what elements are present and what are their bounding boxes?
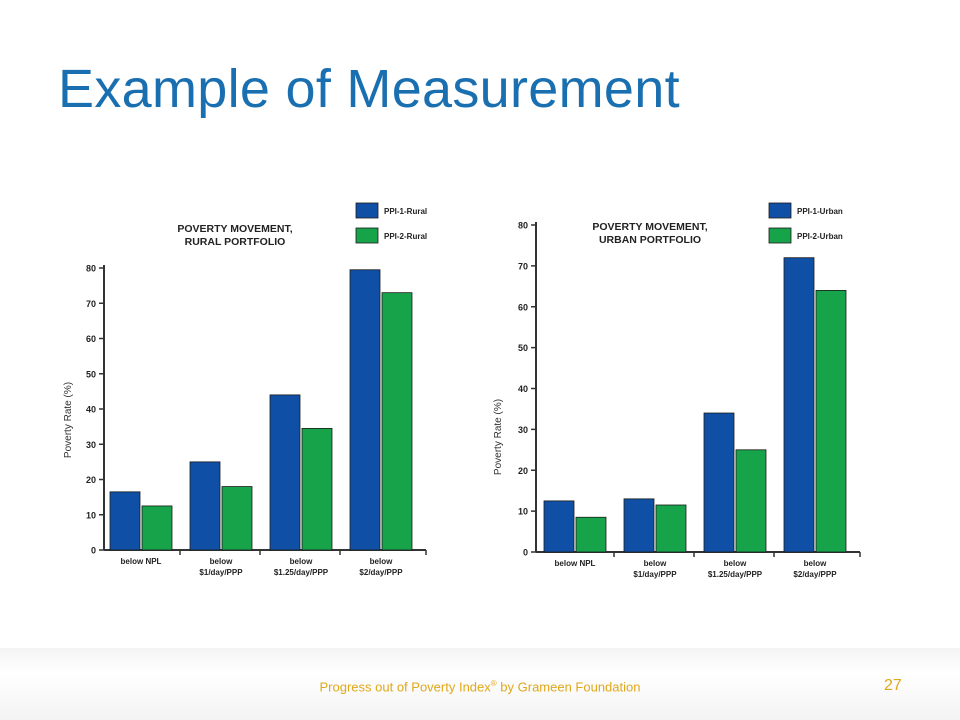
legend-swatch xyxy=(355,202,379,219)
y-tick-label: 20 xyxy=(86,475,96,485)
bar-1-3 xyxy=(269,394,301,551)
y-tick-label: 60 xyxy=(86,334,96,344)
category-label: $1.25/day/PPP xyxy=(708,570,763,579)
category-label: below xyxy=(644,559,667,568)
y-tick-label: 40 xyxy=(518,384,528,394)
category-label: $2/day/PPP xyxy=(359,568,403,577)
bar-2-1 xyxy=(141,505,173,551)
bar-1-2 xyxy=(623,498,655,553)
registered-mark: ® xyxy=(490,679,497,688)
category-label: below NPL xyxy=(121,557,162,566)
y-tick-label: 20 xyxy=(518,466,528,476)
category-label: below xyxy=(724,559,747,568)
footer-band xyxy=(0,648,960,720)
bar-1-2 xyxy=(189,461,221,551)
legend-label: PPI-2-Urban xyxy=(797,232,843,241)
bar-2-2 xyxy=(221,486,253,551)
bar-2-2 xyxy=(655,504,687,553)
bar-1-4 xyxy=(349,269,381,551)
y-tick-label: 10 xyxy=(518,507,528,517)
footer-credit-suffix: by Grameen Foundation xyxy=(496,679,641,695)
y-tick-label: 10 xyxy=(86,510,96,520)
y-tick-label: 0 xyxy=(91,546,96,556)
legend-swatch xyxy=(355,227,379,244)
y-tick-label: 80 xyxy=(86,264,96,274)
y-tick-label: 70 xyxy=(86,299,96,309)
category-label: below xyxy=(370,557,393,566)
y-tick-label: 50 xyxy=(86,369,96,379)
legend-swatch xyxy=(768,227,792,244)
y-axis-label: Poverty Rate (%) xyxy=(63,382,74,458)
y-tick-label: 40 xyxy=(86,405,96,415)
category-label: below NPL xyxy=(555,559,596,568)
category-label: below xyxy=(210,557,233,566)
chart-subtitle: URBAN PORTFOLIO xyxy=(599,234,701,246)
y-axis-label: Poverty Rate (%) xyxy=(493,399,504,475)
urban-portfolio-chart: 0 10 20 30 40 50 60 70 80 below NPL below $1/day/PP… xyxy=(493,202,861,579)
y-tick-label: 0 xyxy=(523,548,528,558)
bar-1-4 xyxy=(783,257,815,553)
slide-title: Example of Measurement xyxy=(58,59,680,119)
category-label: $1.25/day/PPP xyxy=(274,568,329,577)
category-label: $2/day/PPP xyxy=(793,570,837,579)
y-tick-label: 50 xyxy=(518,343,528,353)
bar-2-4 xyxy=(381,292,413,551)
bar-2-3 xyxy=(735,449,767,553)
legend-label: PPI-1-Rural xyxy=(384,207,427,216)
bar-2-3 xyxy=(301,427,333,551)
legend-swatch xyxy=(768,202,792,219)
page-number: 27 xyxy=(884,677,902,694)
bar-1-1 xyxy=(109,491,141,551)
bar-2-1 xyxy=(575,516,607,553)
y-tick-label: 30 xyxy=(86,440,96,450)
chart-title: POVERTY MOVEMENT, xyxy=(177,223,292,235)
y-tick-label: 60 xyxy=(518,302,528,312)
y-tick-label: 70 xyxy=(518,261,528,271)
category-label: $1/day/PPP xyxy=(199,568,243,577)
bar-2-4 xyxy=(815,289,847,553)
chart-title: POVERTY MOVEMENT, xyxy=(592,221,707,233)
category-label: below xyxy=(290,557,313,566)
chart-subtitle: RURAL PORTFOLIO xyxy=(185,236,286,248)
category-label: $1/day/PPP xyxy=(633,570,677,579)
footer-credit-prefix: Progress out of Poverty Index xyxy=(319,679,491,695)
legend-label: PPI-2-Rural xyxy=(384,232,427,241)
legend-label: PPI-1-Urban xyxy=(797,207,843,216)
bar-1-1 xyxy=(543,500,575,553)
y-tick-label: 80 xyxy=(518,221,528,231)
rural-portfolio-chart: 0 10 20 30 40 50 60 70 80 below NPL below $1/day/PP… xyxy=(63,202,427,577)
category-label: below xyxy=(804,559,827,568)
footer-credit: Progress out of Poverty Index® by Gramee… xyxy=(0,679,960,694)
bar-1-3 xyxy=(703,412,735,553)
y-tick-label: 30 xyxy=(518,425,528,435)
